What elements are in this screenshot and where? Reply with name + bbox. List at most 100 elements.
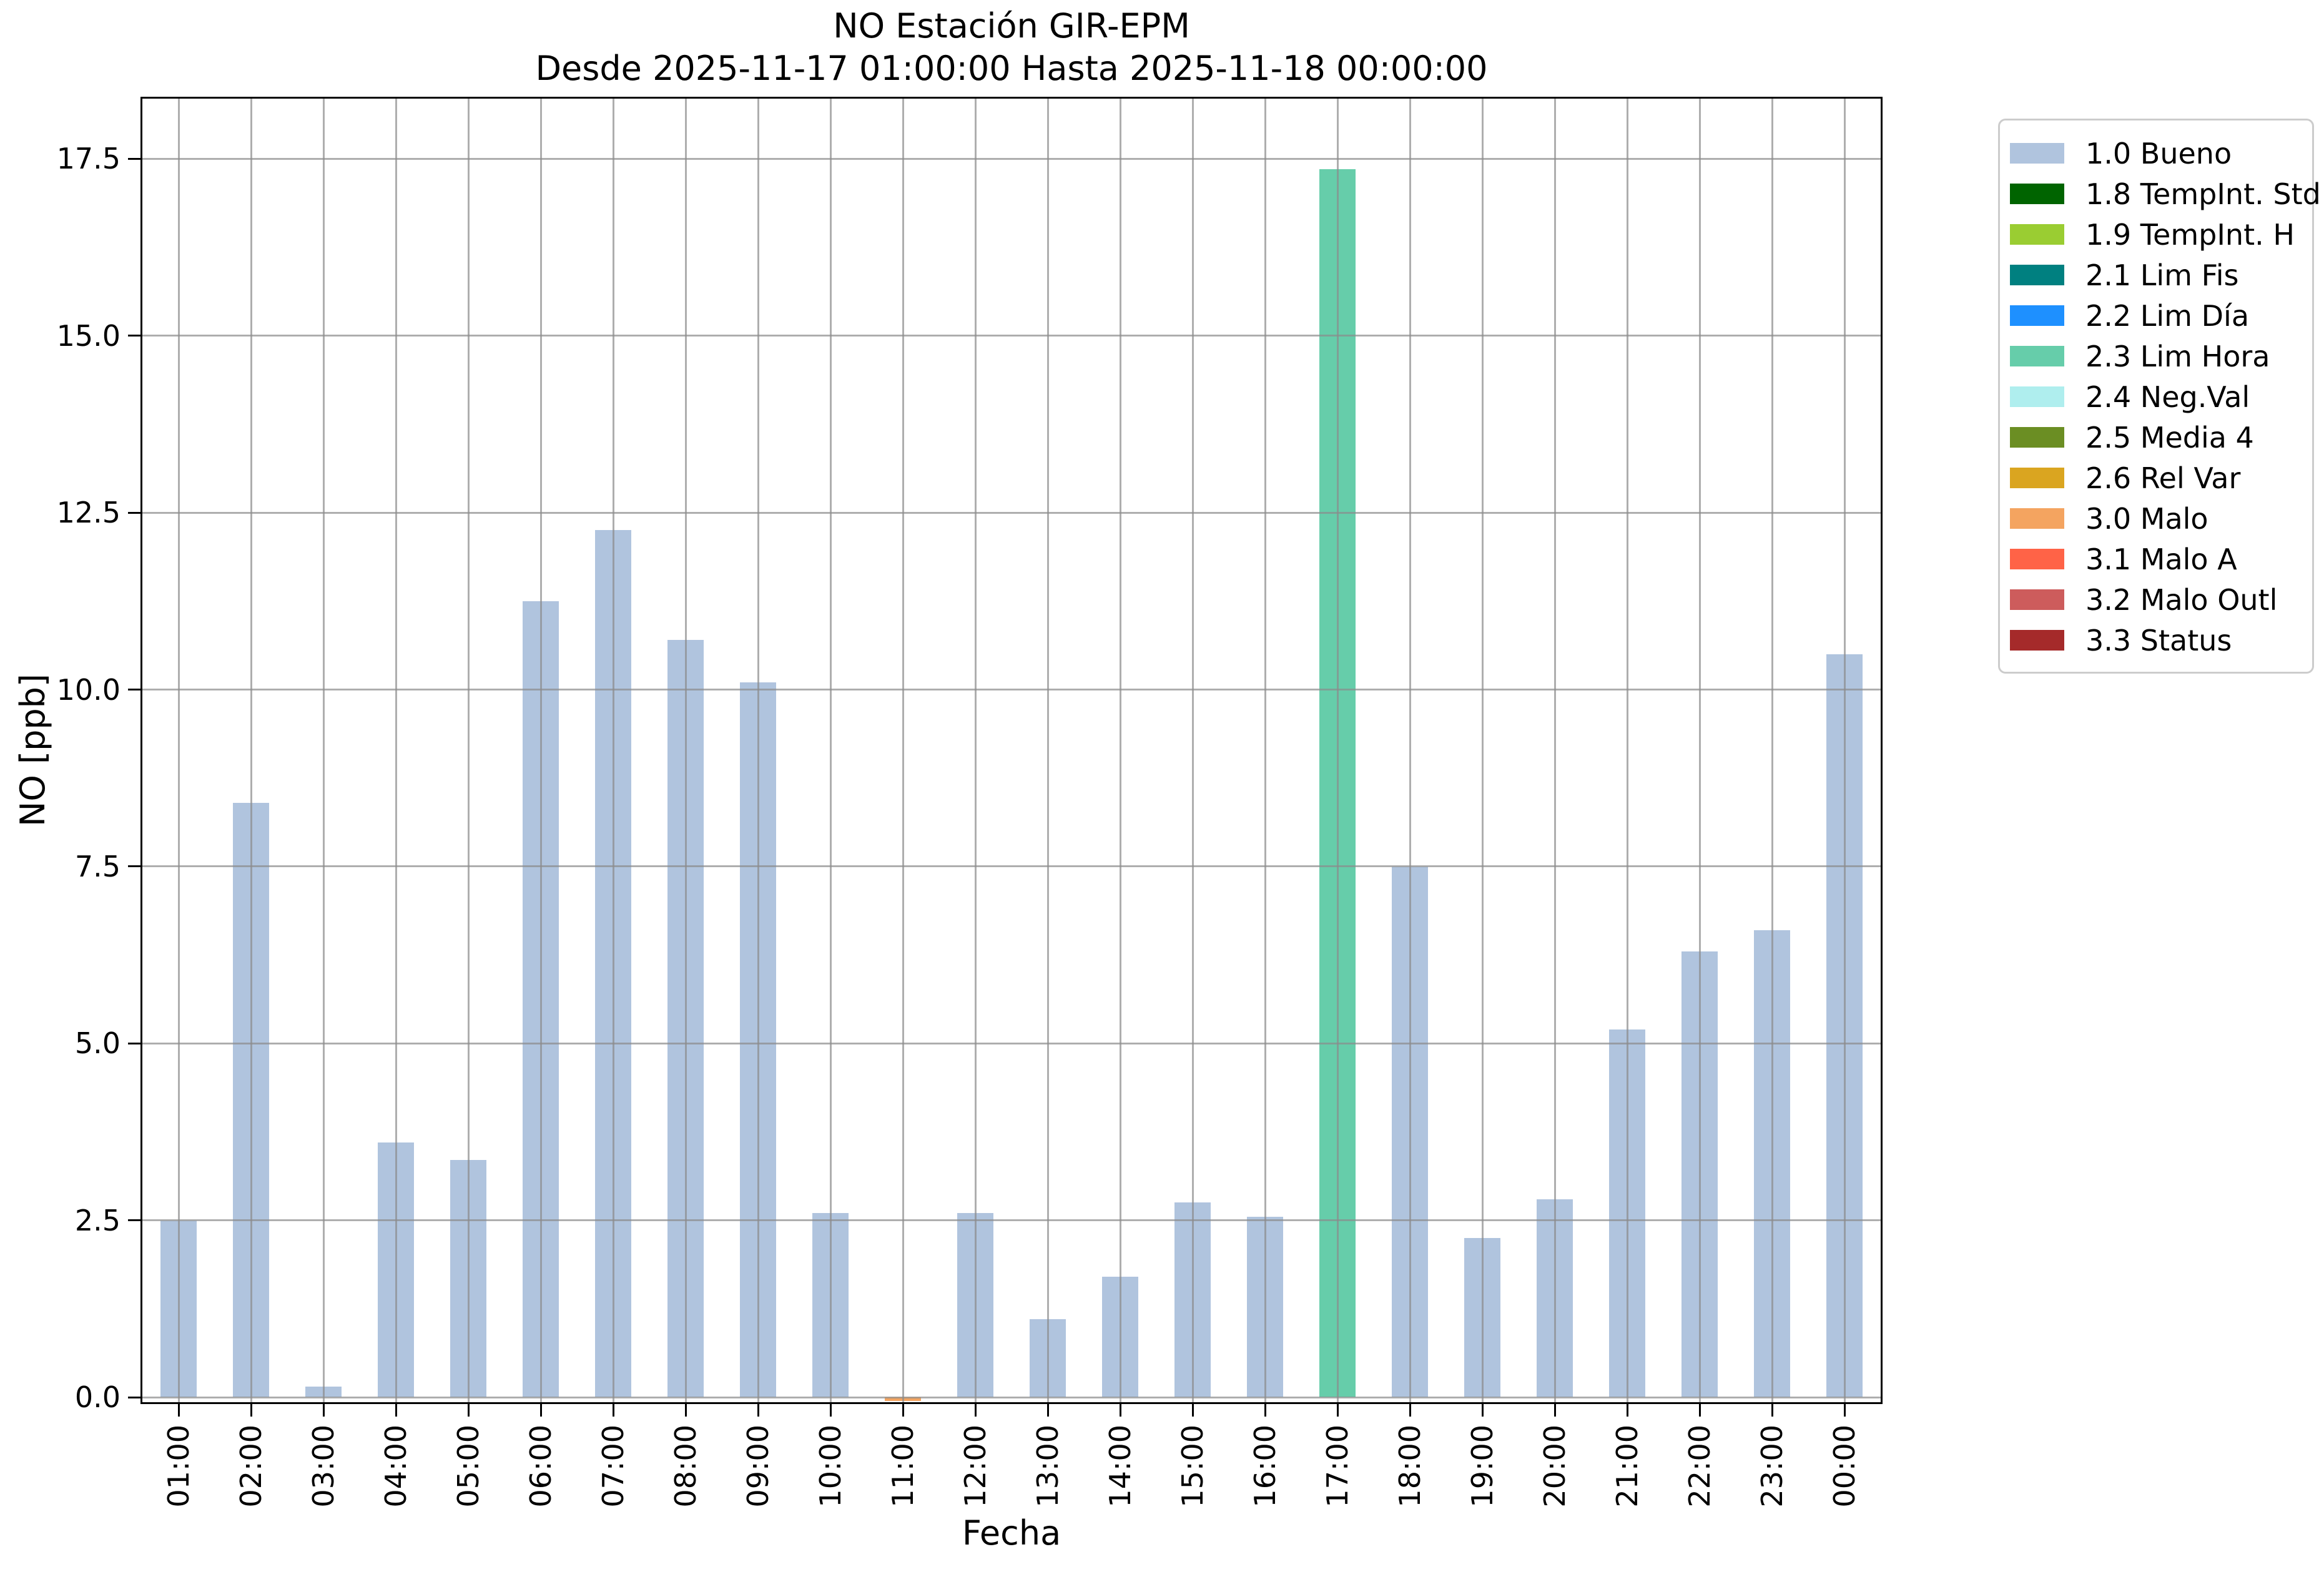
- x-tick-label-10:00: 10:00: [814, 1425, 847, 1508]
- x-tick-label-18:00: 18:00: [1393, 1425, 1427, 1508]
- chart-title-line2: Desde 2025-11-17 01:00:00 Hasta 2025-11-…: [535, 49, 1488, 88]
- x-tick-label-05:00: 05:00: [451, 1425, 485, 1508]
- gridline-x-10:00: [829, 99, 832, 1402]
- legend-swatch-malo: [2010, 508, 2064, 529]
- x-tick-label-01:00: 01:00: [162, 1425, 195, 1508]
- gridline-x-20:00: [1553, 99, 1556, 1402]
- y-tick-17.5: [128, 157, 140, 160]
- x-tick-08:00: [684, 1404, 687, 1417]
- gridline-x-09:00: [757, 99, 759, 1402]
- chart-title: NO Estación GIR-EPM Desde 2025-11-17 01:…: [142, 5, 1881, 90]
- legend-label-malo: 3.0 Malo: [2085, 501, 2208, 536]
- legend-label-tempint_h: 1.9 TempInt. H: [2085, 217, 2295, 252]
- y-tick-0.0: [128, 1396, 140, 1398]
- x-tick-label-19:00: 19:00: [1465, 1425, 1499, 1508]
- x-tick-20:00: [1553, 1404, 1556, 1417]
- legend-swatch-status: [2010, 630, 2064, 651]
- legend: 1.0 Bueno 1.8 TempInt. Std 1.9 TempInt. H 2…: [1998, 119, 2321, 674]
- x-tick-01:00: [177, 1404, 180, 1417]
- x-tick-label-04:00: 04:00: [379, 1425, 413, 1508]
- legend-swatch-malo_a: [2010, 549, 2064, 569]
- legend-swatch-media_4: [2010, 427, 2064, 448]
- legend-label-lim_dia: 2.2 Lim Día: [2085, 298, 2250, 333]
- gridline-y-17.5: [142, 157, 1881, 160]
- gridline-x-21:00: [1626, 99, 1628, 1402]
- x-tick-06:00: [539, 1404, 542, 1417]
- y-tick-2.5: [128, 1219, 140, 1222]
- x-tick-label-14:00: 14:00: [1103, 1425, 1137, 1508]
- x-tick-label-07:00: 07:00: [596, 1425, 630, 1508]
- x-tick-label-22:00: 22:00: [1683, 1425, 1716, 1508]
- x-tick-00:00: [1843, 1404, 1846, 1417]
- legend-item-tempint_std: 1.8 TempInt. Std: [2010, 174, 2321, 214]
- y-tick-label-17.5: 17.5: [56, 142, 121, 176]
- gridline-x-08:00: [684, 99, 687, 1402]
- y-tick-label-7.5: 7.5: [74, 849, 121, 883]
- y-tick-15.0: [128, 335, 140, 337]
- legend-label-tempint_std: 1.8 TempInt. Std: [2085, 177, 2321, 211]
- gridline-x-11:00: [902, 99, 904, 1402]
- legend-swatch-lim_fis: [2010, 265, 2064, 285]
- x-tick-label-08:00: 08:00: [669, 1425, 702, 1508]
- plot-area: [142, 99, 1881, 1402]
- legend-item-status: 3.3 Status: [2010, 620, 2312, 661]
- x-tick-22:00: [1698, 1404, 1701, 1417]
- x-tick-13:00: [1046, 1404, 1049, 1417]
- plot-border: [140, 97, 1883, 1404]
- gridline-x-15:00: [1191, 99, 1194, 1402]
- y-tick-label-5.0: 5.0: [74, 1026, 121, 1061]
- x-tick-label-09:00: 09:00: [741, 1425, 775, 1508]
- gridline-x-06:00: [539, 99, 542, 1402]
- legend-item-media_4: 2.5 Media 4: [2010, 417, 2312, 458]
- gridline-y-12.5: [142, 511, 1881, 514]
- gridline-x-13:00: [1046, 99, 1049, 1402]
- x-tick-11:00: [902, 1404, 904, 1417]
- y-tick-label-0.0: 0.0: [74, 1380, 121, 1415]
- x-tick-label-15:00: 15:00: [1176, 1425, 1209, 1508]
- x-tick-05:00: [467, 1404, 470, 1417]
- legend-label-malo_a: 3.1 Malo A: [2085, 542, 2237, 576]
- x-tick-14:00: [1119, 1404, 1121, 1417]
- gridline-x-19:00: [1481, 99, 1484, 1402]
- x-tick-10:00: [829, 1404, 832, 1417]
- legend-label-media_4: 2.5 Media 4: [2085, 420, 2254, 454]
- gridline-x-14:00: [1119, 99, 1121, 1402]
- legend-item-malo: 3.0 Malo: [2010, 498, 2312, 539]
- x-tick-label-17:00: 17:00: [1321, 1425, 1354, 1508]
- gridline-x-22:00: [1698, 99, 1701, 1402]
- gridline-y-5.0: [142, 1042, 1881, 1044]
- x-tick-15:00: [1191, 1404, 1194, 1417]
- gridline-x-00:00: [1843, 99, 1846, 1402]
- x-tick-label-02:00: 02:00: [234, 1425, 268, 1508]
- legend-item-neg_val: 2.4 Neg.Val: [2010, 376, 2312, 417]
- x-tick-12:00: [974, 1404, 977, 1417]
- legend-label-rel_var: 2.6 Rel Var: [2085, 461, 2241, 495]
- legend-swatch-neg_val: [2010, 386, 2064, 407]
- legend-swatch-rel_var: [2010, 468, 2064, 488]
- x-tick-label-23:00: 23:00: [1755, 1425, 1789, 1508]
- gridline-x-16:00: [1264, 99, 1266, 1402]
- x-tick-17:00: [1336, 1404, 1339, 1417]
- gridline-y-15.0: [142, 335, 1881, 337]
- y-tick-label-2.5: 2.5: [74, 1203, 121, 1237]
- x-tick-label-21:00: 21:00: [1610, 1425, 1644, 1508]
- y-tick-7.5: [128, 865, 140, 868]
- x-tick-label-06:00: 06:00: [524, 1425, 558, 1508]
- x-tick-04:00: [395, 1404, 397, 1417]
- x-tick-label-11:00: 11:00: [886, 1425, 920, 1508]
- y-tick-label-15.0: 15.0: [56, 318, 121, 353]
- legend-label-neg_val: 2.4 Neg.Val: [2085, 380, 2250, 414]
- gridline-x-03:00: [322, 99, 325, 1402]
- x-tick-23:00: [1771, 1404, 1773, 1417]
- legend-item-lim_hora: 2.3 Lim Hora: [2010, 336, 2312, 376]
- gridline-x-23:00: [1771, 99, 1773, 1402]
- gridline-y-0.0: [142, 1396, 1881, 1398]
- legend-item-lim_fis: 2.1 Lim Fis: [2010, 255, 2312, 295]
- legend-swatch-lim_hora: [2010, 346, 2064, 366]
- x-tick-label-00:00: 00:00: [1828, 1425, 1861, 1508]
- gridline-x-07:00: [612, 99, 614, 1402]
- legend-label-bueno: 1.0 Bueno: [2085, 136, 2232, 170]
- gridline-x-02:00: [250, 99, 252, 1402]
- gridline-x-01:00: [177, 99, 180, 1402]
